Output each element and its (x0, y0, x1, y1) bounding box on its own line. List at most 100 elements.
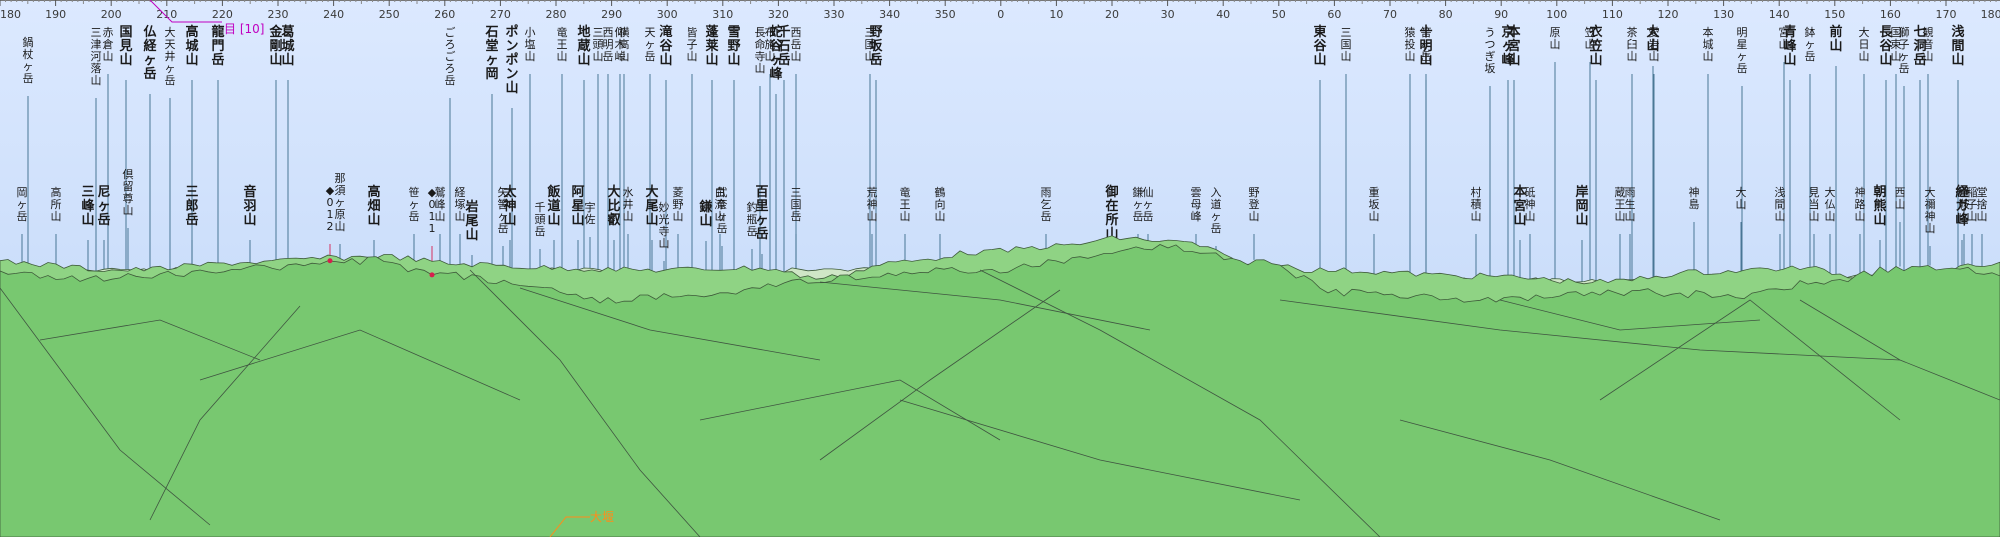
peak-label[interactable]: 西明岳 (603, 26, 614, 63)
peak-label[interactable]: 明星ヶ岳 (1737, 26, 1748, 75)
peak-label[interactable]: 経ガ峰 (1955, 184, 1969, 228)
peak-label[interactable]: 青峰山 (1783, 24, 1797, 68)
peak-label[interactable]: 浅間山 (1951, 24, 1964, 68)
peak-label[interactable]: 釣瓶岳 (747, 200, 758, 238)
peak-label[interactable]: 龍門岳 (211, 24, 224, 68)
peak-label[interactable]: 仏経ヶ岳 (143, 25, 157, 82)
peak-label[interactable]: 七洞岳 (1913, 25, 1926, 68)
peak-label[interactable]: 石堂ヶ岡 (484, 25, 498, 82)
peak-label[interactable]: 横高山 (619, 25, 630, 63)
peak-label[interactable]: 小塩山 (525, 26, 536, 63)
peak-label[interactable]: 三頭山 (593, 26, 604, 63)
peak-label[interactable]: うつぎ坂 (1485, 26, 1496, 75)
peak-label[interactable]: 高城山 (185, 24, 198, 68)
peak-label[interactable]: 村積山 (1471, 185, 1482, 223)
peak-label[interactable]: 雨乞岳 (1041, 186, 1052, 223)
peak-label[interactable]: 仰木峠 (615, 25, 626, 63)
peak-label[interactable]: 長谷山 (1879, 25, 1893, 68)
peak-label[interactable]: 宮山 (1779, 25, 1790, 51)
peak-label[interactable]: 倶留尊山 (123, 167, 134, 217)
peak-label[interactable]: 国束山 (1891, 26, 1902, 63)
peak-label[interactable]: 茶臼山 (1627, 26, 1638, 63)
peak-label[interactable]: 笠山 (1585, 25, 1596, 51)
peak-label[interactable]: 笹ヶ岳 (409, 186, 420, 223)
peak-label[interactable]: 地蔵山 (577, 24, 590, 68)
header-label[interactable]: 目 [10] (224, 22, 264, 36)
peak-label[interactable]: 三国山 (1341, 26, 1352, 63)
peak-label[interactable]: 神島 (1689, 185, 1700, 211)
peak-label[interactable]: 千石岳 (776, 24, 790, 68)
peak-label[interactable]: 鉢ヶ岳 (1805, 25, 1816, 63)
peak-label[interactable]: 尼ヶ岳 (97, 185, 110, 228)
peak-label[interactable]: ポンポン山 (505, 24, 518, 96)
peak-label[interactable]: 雪野山 (727, 24, 740, 68)
peak-label[interactable]: 京ヶ峰 (1501, 24, 1515, 68)
peak-label[interactable]: 武奈ヶ岳 (717, 186, 728, 235)
peak-label[interactable]: 蛇谷ヶ峰 (769, 24, 783, 82)
peak-label[interactable]: 西岳山 (791, 26, 802, 63)
peak-label[interactable]: 野坂岳 (869, 25, 883, 68)
peak-label[interactable]: 大禰神山 (1925, 185, 1936, 235)
peak-label[interactable]: 金剛山 (268, 24, 283, 68)
peak-label[interactable]: 岩尾山 (464, 199, 478, 243)
peak-label[interactable]: 大山 (1646, 24, 1659, 54)
peak-label[interactable]: 入道ヶ岳 (1211, 186, 1222, 235)
peak-label[interactable]: 獅子ヶ岳 (1899, 25, 1910, 75)
peak-label[interactable]: 千頭岳 (535, 201, 546, 238)
peak-label[interactable]: 野登山 (1249, 186, 1260, 223)
peak-label[interactable]: 大尾山 (645, 184, 658, 228)
peak-label[interactable]: 本城山 (1703, 25, 1714, 63)
peak-label[interactable]: 国見山 (118, 25, 132, 68)
peak-label[interactable]: 百里ヶ岳 (755, 185, 768, 242)
peak-label[interactable]: 大山 (1736, 185, 1747, 211)
peak-label[interactable]: 見当山 (1809, 186, 1820, 223)
peak-label[interactable]: 布施山 (765, 26, 776, 63)
peak-label[interactable]: 妙光寺山 (659, 200, 670, 250)
peak-label[interactable]: 音羽山 (243, 184, 256, 228)
peak-label[interactable]: 本宮山 (1507, 24, 1520, 68)
peak-label[interactable]: 稲子山 (1967, 186, 1978, 223)
peak-label[interactable]: 重坂山 (1369, 185, 1380, 223)
peak-label[interactable]: 那須ヶ原山 (335, 172, 346, 233)
peak-label[interactable]: 砥神山 (1525, 186, 1536, 223)
peak-label[interactable]: 三峰山 (81, 185, 95, 228)
peak-label[interactable]: 原山 (1550, 26, 1561, 51)
peak-label[interactable]: 昼鞍山 (1959, 186, 1970, 223)
peak-label[interactable]: 太神山 (502, 184, 517, 228)
peak-label[interactable]: 神路山 (1855, 185, 1866, 223)
peak-label[interactable]: 雨生山 (1625, 186, 1636, 223)
peak-label[interactable]: 岸岡山 (1575, 184, 1588, 228)
peak-label[interactable]: 大天井ヶ岳 (165, 25, 176, 87)
peak-label[interactable]: 大比叡 (606, 184, 620, 228)
peak-label[interactable]: 岡ヶ岳 (17, 186, 28, 223)
peak-label[interactable]: ◆ 0 1 2 (326, 184, 335, 233)
peak-label[interactable]: 三国岳 (791, 186, 802, 223)
peak-label[interactable]: 荒神山 (867, 186, 878, 223)
peak-label[interactable]: ごろごろ岳 (445, 25, 456, 87)
peak-label[interactable]: 猿投山 (1405, 25, 1416, 63)
peak-label[interactable]: 観音山 (1923, 25, 1934, 63)
peak-label[interactable]: 水井山 (623, 186, 634, 223)
location-label[interactable]: 大堰 (590, 510, 614, 524)
peak-label[interactable]: 西山 (1895, 186, 1906, 211)
peak-label[interactable]: 宇佐 (585, 201, 596, 226)
peak-label[interactable]: 浅間山 (1775, 186, 1786, 223)
peak-label[interactable]: 鍋杖ヶ岳 (23, 35, 34, 85)
peak-label[interactable]: 鶴向山 (935, 185, 946, 223)
peak-label[interactable]: 竜王山 (557, 25, 568, 63)
peak-label[interactable]: 十明山 (1419, 24, 1432, 68)
peak-label[interactable]: 三津河落山 (91, 26, 102, 87)
peak-label[interactable]: 前山 (1829, 24, 1842, 54)
peak-label[interactable]: 阿星山 (571, 185, 584, 228)
peak-label[interactable]: 経塚山 (455, 186, 466, 223)
peak-label[interactable]: 天ヶ岳 (645, 26, 656, 63)
peak-label[interactable]: 三国山 (865, 26, 876, 63)
peak-label[interactable]: 御在所山 (1104, 184, 1118, 242)
peak-label[interactable]: 飯道山 (546, 184, 560, 228)
peak-label[interactable]: 本宮山 (1513, 184, 1526, 228)
peak-label[interactable]: 大仏山 (1825, 185, 1836, 223)
peak-label[interactable]: 高畑山 (367, 184, 380, 228)
peak-label[interactable]: 矢筈ヶ岳 (498, 185, 509, 235)
